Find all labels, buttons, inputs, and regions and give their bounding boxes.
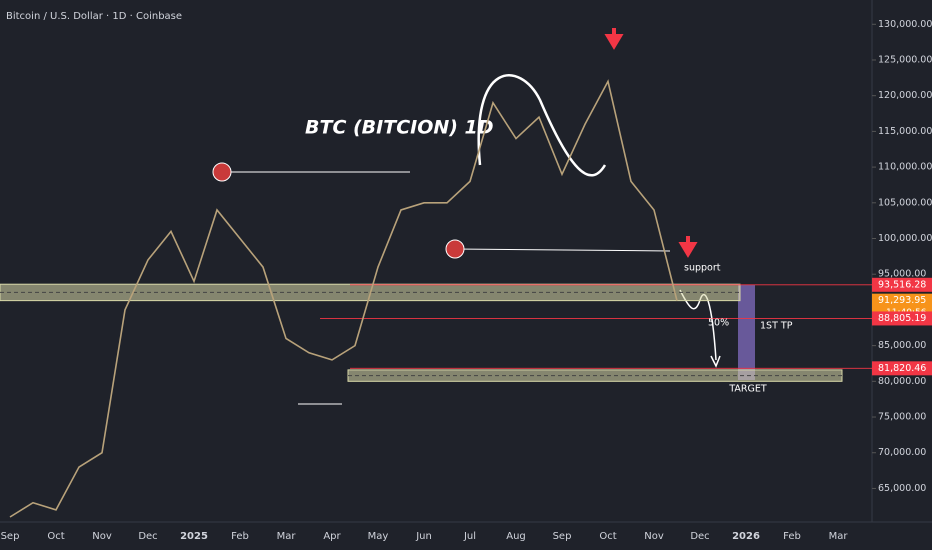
x-tick-label: Oct [47,531,64,542]
x-tick-label: Sep [1,531,20,542]
arrow [678,236,698,258]
price-label-box [872,311,932,326]
x-tick-label: Sep [553,531,572,542]
pattern-curve [477,74,607,177]
x-tick-label: Feb [783,531,801,542]
x-tick-label: Oct [599,531,616,542]
note: TARGET [728,384,767,395]
price-line-series [9,79,678,518]
y-tick-label: 120,000.00 [878,90,932,101]
y-tick-label: 65,000.00 [878,483,926,494]
x-tick-label: Nov [644,531,664,542]
price-label-box [872,361,932,376]
x-tick-label: Aug [506,531,526,542]
price-label: 88,805.19 [878,313,926,324]
y-tick-label: 85,000.00 [878,340,926,351]
note: 1ST TP [760,321,793,332]
x-tick-label: Apr [323,531,341,542]
x-tick-label: May [368,531,389,542]
y-tick-label: 115,000.00 [878,126,932,137]
y-tick-label: 75,000.00 [878,412,926,423]
x-tick-label: Dec [138,531,157,542]
chart-title: Bitcoin / U.S. Dollar · 1D · Coinbase [6,11,182,22]
target-box [738,285,755,380]
price-label: 93,516.28 [878,279,926,290]
neckline [454,248,671,252]
y-tick-label: 105,000.00 [878,197,932,208]
note: 50% [708,318,729,329]
y-tick-label: 125,000.00 [878,54,932,65]
x-tick-label: 2026 [732,531,760,542]
price-label: 91,293.95 [878,295,926,306]
x-tick-label: Mar [277,531,297,542]
y-tick-label: 70,000.00 [878,447,926,458]
x-tick-label: Nov [92,531,112,542]
arrow [604,28,624,50]
x-tick-label: Dec [690,531,709,542]
annotation-title: BTC (BITCION) 1D [305,117,494,139]
y-tick-label: 110,000.00 [878,162,932,173]
x-tick-label: Jul [463,531,476,542]
x-tick-label: 2025 [180,531,208,542]
x-tick-label: Jun [415,531,432,542]
y-tick-label: 130,000.00 [878,19,932,30]
pivot-marker [212,162,232,182]
pivot-marker [445,239,465,259]
x-tick-label: Mar [829,531,849,542]
arrow-head [710,355,721,368]
y-tick-label: 80,000.00 [878,376,926,387]
price-label-box [872,277,932,292]
y-tick-label: 95,000.00 [878,269,926,280]
note: support [684,263,721,274]
y-tick-label: 100,000.00 [878,233,932,244]
price-label: 81,820.46 [878,363,926,374]
x-tick-label: Feb [231,531,249,542]
